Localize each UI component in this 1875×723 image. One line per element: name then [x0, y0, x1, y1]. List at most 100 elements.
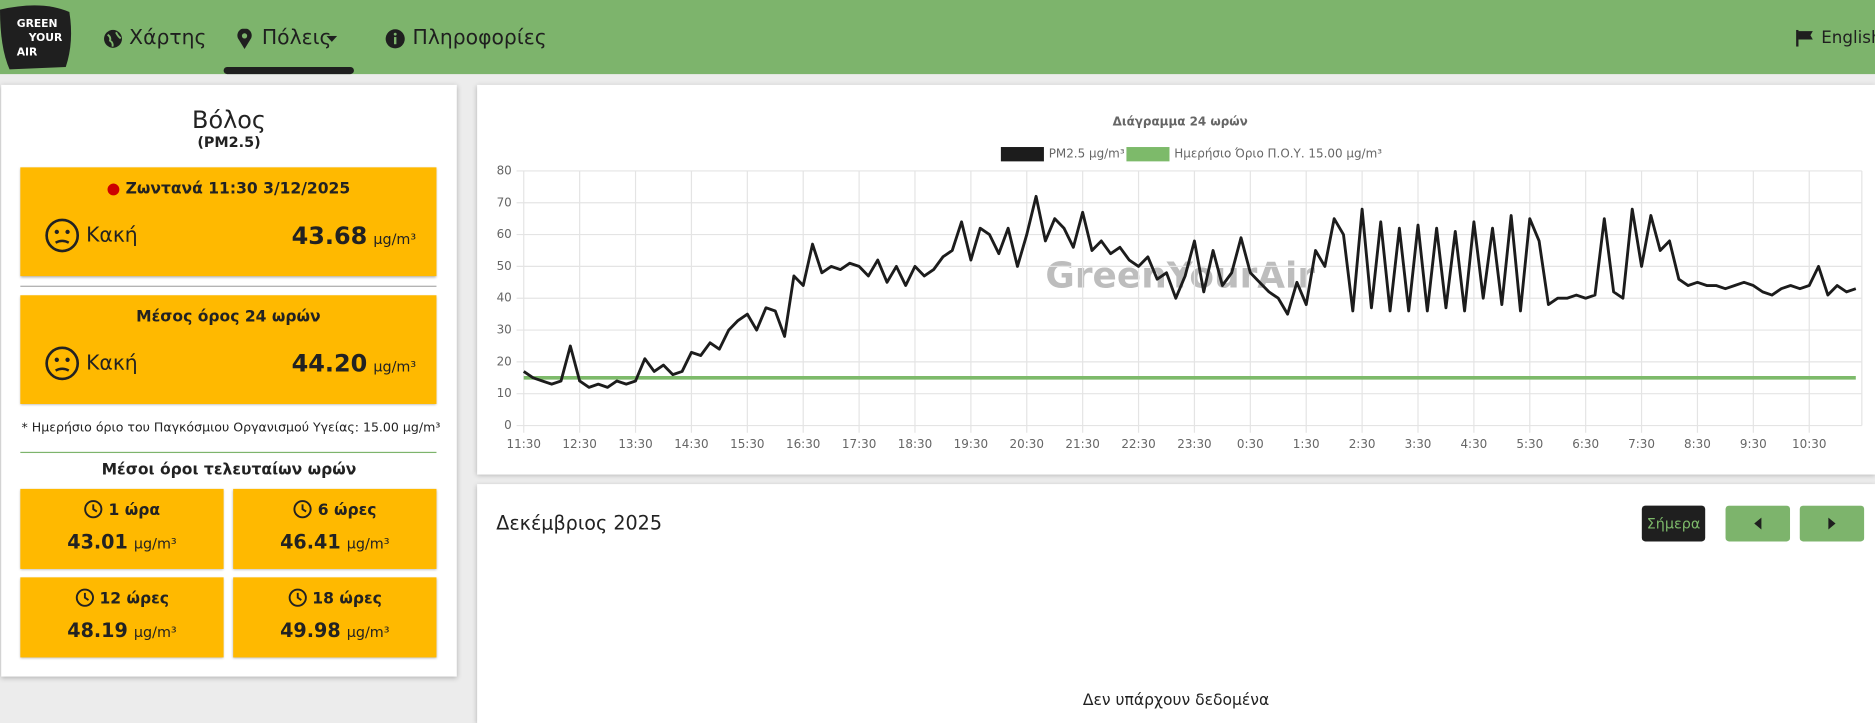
status: Κακή — [86, 351, 138, 376]
recent-label-row: 18 ώρες — [233, 588, 436, 608]
x-tick-label: 20:30 — [1010, 437, 1044, 451]
clock-icon — [288, 588, 307, 607]
series-line — [522, 194, 1857, 389]
logo-text: GREEN — [17, 17, 58, 30]
unit: μg/m³ — [373, 358, 417, 376]
chart-title: Διάγραμμα 24 ωρών — [1113, 114, 1248, 128]
y-tick-label: 50 — [497, 259, 512, 273]
note: * Ημερήσιο όριο του Παγκόσμιου Οργανισμο… — [21, 420, 441, 436]
logo[interactable]: GREEN YOUR AIR — [0, 0, 74, 72]
recent-label: 6 ώρες — [317, 502, 377, 520]
divider — [20, 451, 437, 454]
nav-item[interactable]: Χάρτης — [129, 26, 207, 51]
x-tick-label: 1:30 — [1293, 437, 1320, 451]
clock-icon — [293, 500, 312, 519]
recent-value-row: 49.98 μg/m³ — [233, 619, 436, 642]
recent-value-row: 46.41 μg/m³ — [233, 531, 436, 554]
unit: μg/m³ — [346, 623, 390, 641]
calendar-title: Δεκέμβριος 2025 — [496, 511, 663, 535]
live-label-text: Ζωντανά 11:30 3/12/2025 — [125, 180, 351, 199]
recent-label: 1 ώρα — [108, 502, 161, 520]
recent-value-row: 48.19 μg/m³ — [20, 619, 223, 642]
recent-value: 46.41 — [280, 530, 341, 554]
x-tick-label: 5:30 — [1516, 437, 1543, 451]
x-tick-label: 4:30 — [1460, 437, 1487, 451]
chart-panel: Διάγραμμα 24 ωρών GreenYourAir 0 10 20 30 40 5… — [477, 84, 1875, 475]
x-tick-label: 18:30 — [898, 437, 932, 451]
value: 44.20 — [291, 349, 368, 378]
y-tick-label: 20 — [497, 354, 512, 368]
clock-icon — [84, 500, 103, 519]
flag-icon — [1796, 29, 1813, 47]
recent-label-row: 6 ώρες — [233, 500, 436, 520]
recent-title: Μέσοι όροι τελευταίων ωρών — [101, 461, 357, 480]
x-tick-label: 21:30 — [1065, 437, 1099, 451]
active-underline — [223, 66, 354, 75]
value-box: 43.68 μg/m³ — [292, 221, 417, 250]
today-button[interactable]: Σήμερα — [1641, 505, 1706, 542]
info-icon — [385, 29, 405, 49]
y-tick-label: 10 — [497, 386, 512, 400]
x-tick-label: 7:30 — [1628, 437, 1655, 451]
x-tick-label: 14:30 — [674, 437, 708, 451]
y-tick-label: 60 — [497, 227, 512, 241]
legend-swatch — [1126, 147, 1170, 162]
y-tick-label: 80 — [497, 163, 512, 177]
calendar-panel: Δεκέμβριος 2025 Σήμερα Δεν υπάρχουν δεδο… — [477, 484, 1875, 723]
y-tick-label: 0 — [504, 418, 512, 432]
logo-text: AIR — [17, 46, 38, 59]
face-icon — [45, 346, 80, 381]
prev-button[interactable] — [1725, 505, 1791, 542]
x-tick-label: 0:30 — [1237, 437, 1264, 451]
pollutant: (PM2.5) — [197, 133, 261, 151]
empty-message: Δεν υπάρχουν δεδομένα — [1082, 692, 1270, 711]
recent-label: 12 ώρες — [99, 590, 170, 609]
recent-value: 48.19 — [67, 619, 128, 642]
x-tick-label: 11:30 — [507, 437, 541, 451]
value-box: 44.20 μg/m³ — [292, 349, 417, 378]
x-tick-label: 23:30 — [1177, 437, 1211, 451]
unit: μg/m³ — [133, 535, 177, 553]
x-tick-label: 19:30 — [954, 437, 988, 451]
pin-icon — [237, 28, 252, 50]
recent-value: 43.01 — [67, 530, 128, 554]
nav-item[interactable]: Πόλεις — [261, 26, 332, 51]
live-card: ● Ζωντανά 11:30 3/12/2025 Κακή 43.68 μg/… — [20, 167, 437, 277]
x-tick-label: 12:30 — [562, 437, 596, 451]
live-label: ● Ζωντανά 11:30 3/12/2025 — [20, 180, 436, 198]
unit: μg/m³ — [133, 623, 177, 641]
x-tick-label: 6:30 — [1572, 437, 1599, 451]
recent-card: 18 ώρες 49.98 μg/m³ — [233, 577, 437, 658]
globe-icon — [104, 29, 122, 48]
divider — [20, 285, 437, 287]
x-tick-label: 9:30 — [1740, 437, 1767, 451]
legend-swatch — [1000, 147, 1044, 162]
y-tick-label: 30 — [497, 323, 512, 337]
x-tick-label: 16:30 — [786, 437, 820, 451]
x-tick-label: 17:30 — [842, 437, 876, 451]
recent-label-row: 12 ώρες — [20, 588, 223, 608]
average-card: Μέσος όρος 24 ωρών Κακή 44.20 μg/m³ — [20, 295, 437, 405]
city: Βόλος — [192, 105, 266, 134]
logo-text: YOUR — [28, 31, 63, 44]
y-tick-label: 70 — [497, 195, 512, 209]
language[interactable]: English — [1821, 28, 1875, 48]
face-icon — [45, 218, 80, 253]
status: Κακή — [86, 223, 138, 248]
recent-label: 18 ώρες — [312, 590, 382, 609]
y-tick-label: 40 — [497, 291, 512, 305]
station-panel: Βόλος (PM2.5) ● Ζωντανά 11:30 3/12/2025 … — [1, 84, 457, 677]
recent-card: 1 ώρα 43.01 μg/m³ — [20, 488, 224, 569]
x-tick-label: 15:30 — [730, 437, 764, 451]
x-tick-label: 22:30 — [1121, 437, 1155, 451]
nav-item[interactable]: Πληροφορίες — [412, 26, 547, 51]
average-label: Μέσος όρος 24 ωρών — [136, 308, 321, 327]
unit: μg/m³ — [346, 535, 390, 553]
next-button[interactable] — [1799, 505, 1865, 542]
chart: Διάγραμμα 24 ωρών GreenYourAir0102030405… — [497, 114, 1863, 451]
caret — [326, 35, 338, 42]
legend-label: Ημερήσιο Όριο Π.Ο.Υ. 15.00 μg/m³ — [1174, 147, 1382, 161]
recent-label-row: 1 ώρα — [20, 500, 223, 520]
recent-value-row: 43.01 μg/m³ — [20, 531, 223, 554]
